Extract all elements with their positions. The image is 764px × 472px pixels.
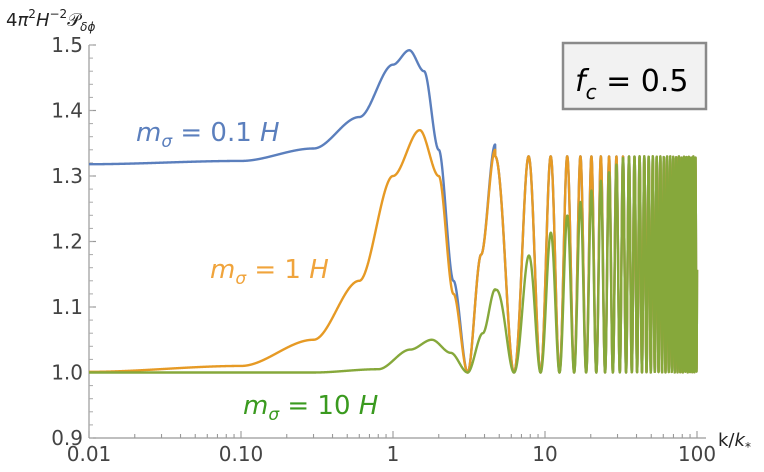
x-tick-label: 100 bbox=[678, 442, 716, 466]
x-axis-title: k/k* bbox=[718, 430, 751, 454]
fc-annotation-box: fc = 0.5 bbox=[561, 41, 708, 111]
x-tick-label: 0.10 bbox=[219, 442, 264, 466]
y-tick-label: 1.2 bbox=[51, 230, 83, 254]
fc-annotation-text: fc = 0.5 bbox=[575, 64, 688, 104]
series-label-1H: mσ = 1 H bbox=[210, 255, 329, 289]
y-tick-label: 1.5 bbox=[51, 33, 83, 57]
y-tick-label: 1.4 bbox=[51, 99, 83, 123]
y-tick-label: 1.0 bbox=[51, 361, 83, 385]
series-label-0.1H: mσ = 0.1 H bbox=[136, 118, 280, 152]
y-axis-title: 4π2H−2𝒫δϕ bbox=[6, 7, 96, 34]
x-tick-label: 0.01 bbox=[67, 442, 112, 466]
series-label-10H: mσ = 10 H bbox=[243, 391, 378, 425]
y-tick-label: 0.9 bbox=[51, 426, 83, 450]
series-line-10H bbox=[87, 155, 699, 374]
y-tick-label: 1.3 bbox=[51, 164, 83, 188]
x-tick-label: 10 bbox=[532, 442, 557, 466]
x-tick-label: 1 bbox=[387, 442, 400, 466]
y-tick-label: 1.1 bbox=[51, 295, 83, 319]
